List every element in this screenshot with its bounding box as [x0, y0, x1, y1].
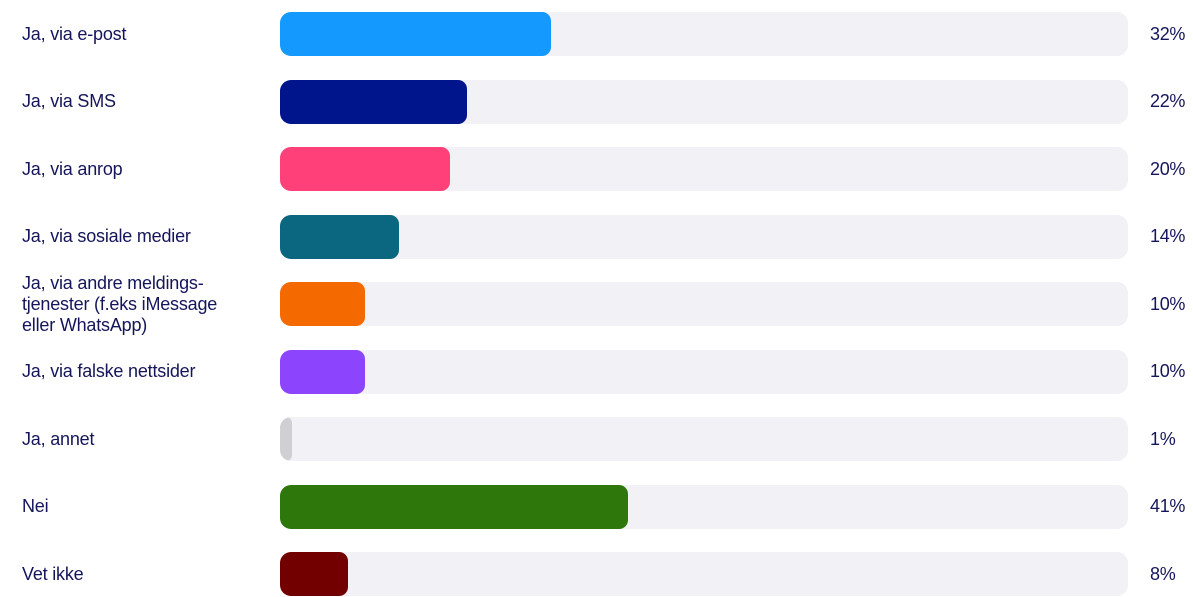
- category-label: Vet ikke: [22, 563, 84, 584]
- value-label: 10%: [1150, 293, 1186, 314]
- bar: [280, 349, 365, 394]
- bar: [280, 417, 292, 461]
- bar: [280, 484, 628, 529]
- value-label: 10%: [1150, 361, 1186, 381]
- bar-track: [280, 147, 1128, 191]
- bar: [280, 282, 365, 326]
- value-label: 32%: [1150, 23, 1186, 44]
- value-label: 8%: [1150, 563, 1176, 584]
- value-label: 41%: [1150, 496, 1186, 516]
- category-label: Ja, via e-post: [22, 23, 127, 44]
- category-label: Ja, via anrop: [22, 158, 123, 179]
- value-label: 1%: [1150, 428, 1176, 449]
- bar-track: [280, 484, 1128, 529]
- value-label: 14%: [1150, 226, 1186, 246]
- category-label: Ja, via SMS: [22, 91, 116, 111]
- bar: [280, 552, 348, 596]
- bar-track: [280, 552, 1128, 596]
- bar: [280, 147, 450, 191]
- bar-track: [280, 79, 1128, 124]
- category-label: Ja, via falske nettsider: [22, 361, 196, 381]
- bar-track: [280, 12, 1128, 56]
- bar-track: [280, 349, 1128, 394]
- category-label: Nei: [22, 496, 49, 516]
- bar: [280, 214, 399, 259]
- category-label: Ja, annet: [22, 428, 95, 449]
- bar-track: [280, 214, 1128, 259]
- value-label: 22%: [1150, 91, 1186, 111]
- bar-track: [280, 282, 1128, 326]
- bar: [280, 79, 467, 124]
- category-label: Ja, via andre meldings- tjenester (f.eks…: [22, 272, 218, 335]
- category-label: Ja, via sosiale medier: [22, 226, 191, 246]
- bar: [280, 12, 551, 56]
- value-label: 20%: [1150, 158, 1186, 179]
- bar-track: [280, 417, 1128, 461]
